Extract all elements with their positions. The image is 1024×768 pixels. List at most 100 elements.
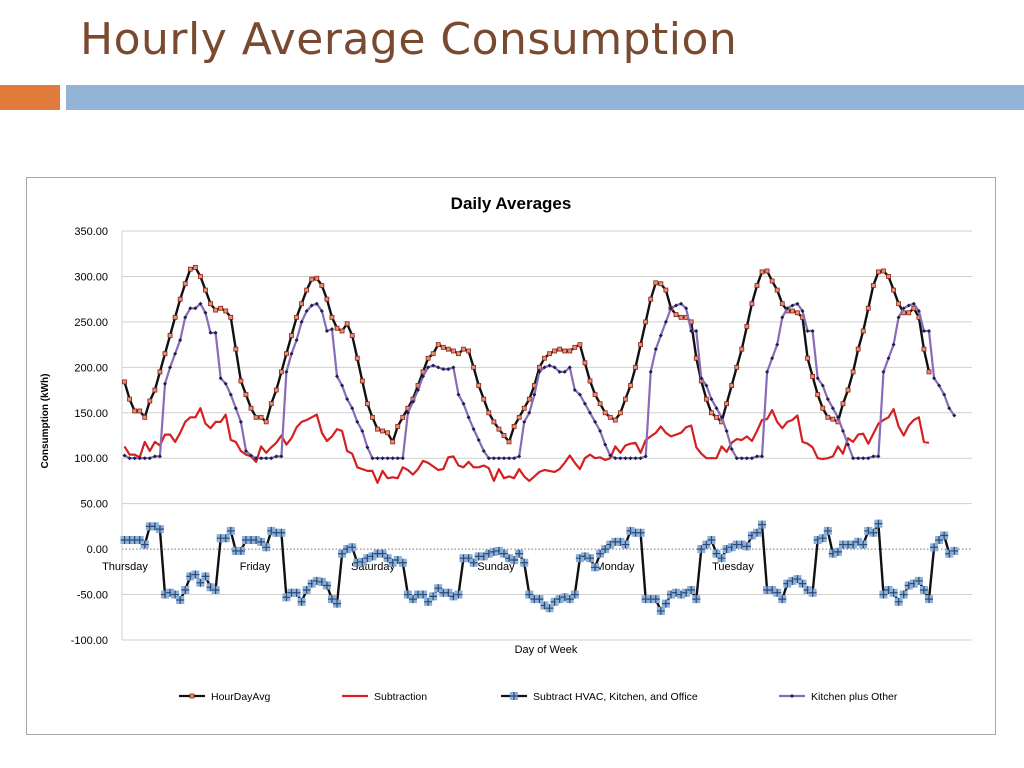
data-point-cross: [454, 590, 463, 599]
data-point: [415, 388, 420, 393]
data-point-cross: [419, 590, 428, 599]
data-point: [542, 365, 547, 370]
data-point: [182, 281, 188, 287]
y-tick-label: 250.00: [74, 317, 108, 329]
data-point: [192, 264, 198, 270]
data-point: [830, 416, 836, 422]
data-point: [612, 417, 618, 423]
data-point: [795, 310, 800, 316]
data-point: [471, 364, 477, 370]
y-tick-label: 0.00: [87, 544, 108, 556]
data-point-cross: [869, 528, 878, 537]
day-label: Sunday: [477, 561, 515, 573]
data-point: [607, 414, 613, 420]
data-point-cross: [171, 590, 180, 599]
data-point: [501, 433, 507, 438]
data-point: [440, 344, 446, 350]
data-point: [850, 369, 856, 375]
data-point-cross: [702, 540, 711, 549]
data-point: [324, 328, 329, 333]
data-point: [921, 346, 927, 352]
data-point: [617, 410, 623, 416]
data-point-cross: [940, 531, 949, 540]
data-point: [425, 355, 431, 361]
data-point-cross: [601, 545, 610, 554]
data-point: [805, 355, 810, 361]
data-point: [426, 365, 431, 370]
chart-title: Daily Averages: [451, 194, 572, 213]
data-point: [294, 314, 299, 320]
data-point: [339, 328, 345, 334]
data-point: [329, 327, 334, 332]
data-point: [340, 383, 345, 388]
data-point-cross: [211, 586, 220, 595]
slide-title: Hourly Average Consumption: [80, 14, 738, 65]
day-label: Thursday: [102, 561, 148, 573]
legend-item: Kitchen plus Other: [779, 691, 898, 703]
data-point: [203, 310, 208, 315]
data-point: [896, 301, 902, 307]
data-point: [461, 401, 466, 406]
daily-averages-chart: Daily Averages 350.00 300.00 250.00 200.00 1…: [40, 194, 972, 703]
data-point: [450, 348, 456, 354]
data-point-cross: [499, 549, 508, 558]
data-point-cross: [859, 540, 868, 549]
data-point: [684, 306, 689, 311]
data-point: [168, 365, 173, 370]
data-point: [588, 410, 593, 415]
data-point-cross: [181, 586, 190, 595]
data-point: [562, 369, 567, 374]
data-point: [167, 333, 173, 338]
data-point: [820, 383, 825, 388]
data-point: [198, 274, 203, 279]
data-point: [390, 456, 395, 461]
data-point: [587, 378, 593, 384]
data-point-cross: [697, 545, 706, 554]
data-point-cross: [302, 586, 311, 595]
series-1: [123, 407, 930, 484]
data-point: [233, 346, 239, 352]
y-tick-label: 100.00: [74, 453, 108, 465]
data-point: [354, 355, 360, 361]
data-point-cross: [919, 586, 928, 595]
data-point: [127, 456, 132, 461]
data-point-cross: [282, 593, 291, 602]
data-point: [800, 308, 805, 313]
data-point: [861, 456, 866, 461]
data-point: [916, 308, 921, 313]
data-point: [189, 693, 195, 699]
data-point: [238, 419, 243, 424]
data-point: [506, 439, 512, 445]
data-point-cross: [515, 549, 524, 558]
data-point-cross: [930, 543, 939, 552]
data-point: [865, 305, 871, 311]
data-point: [471, 427, 476, 432]
data-point: [653, 280, 659, 286]
data-point-cross: [535, 595, 544, 604]
data-point: [268, 401, 274, 407]
data-point: [370, 414, 375, 420]
y-tick-label: -100.00: [71, 635, 108, 647]
data-point-cross: [661, 599, 670, 608]
data-point: [562, 348, 568, 354]
data-point: [284, 351, 289, 357]
data-point: [456, 351, 461, 357]
data-point: [385, 456, 390, 461]
x-axis-label: Day of Week: [515, 644, 578, 656]
data-point: [577, 392, 582, 397]
data-point-cross: [378, 549, 387, 558]
data-point: [253, 414, 259, 420]
legend-item: HourDayAvg: [179, 691, 270, 703]
data-point: [855, 346, 861, 352]
data-point: [744, 324, 750, 329]
data-point-cross: [651, 595, 660, 604]
data-point-cross: [798, 579, 807, 588]
data-point: [734, 456, 739, 461]
data-point-cross: [403, 590, 412, 599]
data-point-cross: [434, 584, 443, 593]
data-point-cross: [591, 563, 600, 572]
data-point: [815, 376, 820, 381]
data-point-cross: [818, 534, 827, 543]
data-point: [840, 401, 846, 407]
legend-label: HourDayAvg: [211, 691, 270, 703]
